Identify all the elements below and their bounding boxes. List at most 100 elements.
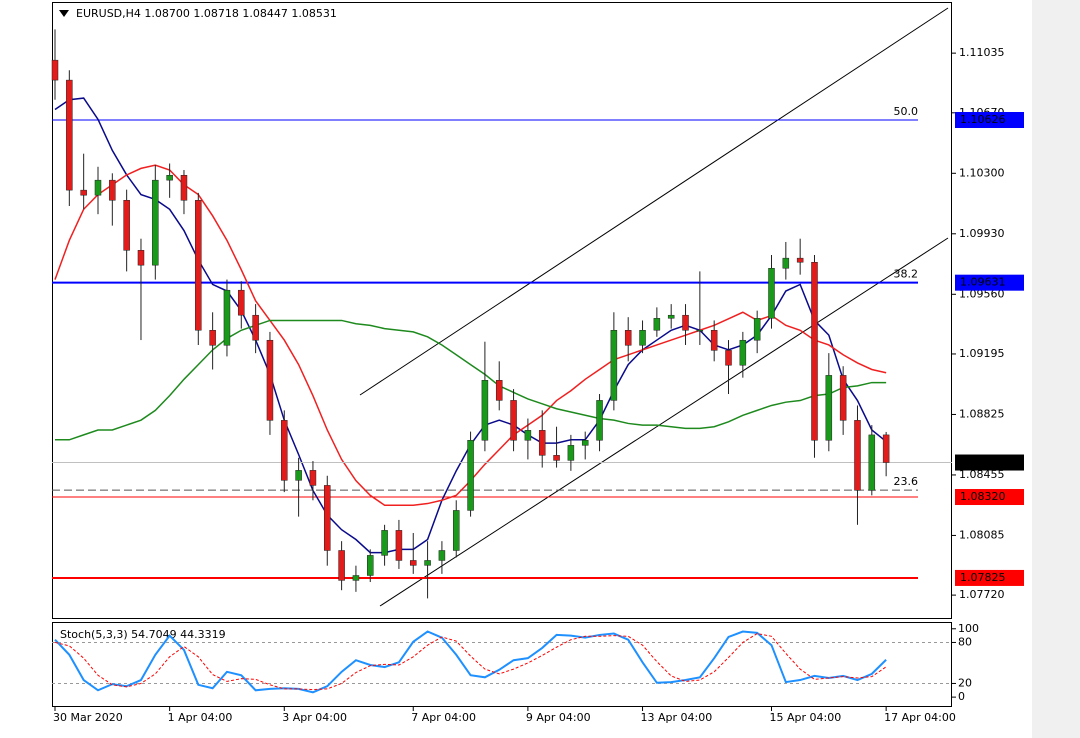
x-tick-label: 30 Mar 2020 bbox=[53, 711, 123, 724]
candle-body bbox=[137, 250, 145, 266]
candle-body bbox=[696, 330, 704, 332]
indicator-name: Stoch(5,3,3) bbox=[60, 628, 128, 641]
candle-body bbox=[281, 420, 288, 481]
price-tag-label: 1.09631 bbox=[960, 276, 1006, 289]
ohlc-value: 1.08718 bbox=[193, 7, 239, 20]
fib-label: 38.2 bbox=[894, 268, 919, 281]
candle-body bbox=[395, 530, 403, 561]
candle-body bbox=[66, 79, 73, 191]
price-tag-label: 1.07825 bbox=[960, 571, 1006, 584]
candle-body bbox=[854, 420, 861, 491]
candle-body bbox=[811, 261, 818, 441]
candle-body bbox=[796, 257, 804, 263]
price-tag bbox=[955, 569, 1024, 586]
channel-line bbox=[379, 237, 949, 607]
y-tick-label: 1.11035 bbox=[959, 46, 1005, 59]
candle-body bbox=[624, 330, 632, 346]
x-tick-label: 9 Apr 04:00 bbox=[526, 711, 591, 724]
candle-body bbox=[152, 179, 159, 266]
candle-body bbox=[80, 189, 87, 196]
y-tick-label: 1.08085 bbox=[959, 528, 1005, 541]
candle-body bbox=[238, 289, 245, 316]
candle-body bbox=[782, 257, 790, 269]
y-tick-label: 1.08825 bbox=[959, 407, 1005, 420]
candle-body bbox=[667, 314, 675, 319]
candle-body bbox=[710, 330, 718, 351]
x-tick-label: 17 Apr 04:00 bbox=[884, 711, 956, 724]
chart-title: EURUSD,H4 1.08700 1.08718 1.08447 1.0853… bbox=[76, 7, 337, 20]
candle-body bbox=[596, 400, 603, 441]
candle-body bbox=[381, 530, 388, 556]
price-tag-label: 1.08320 bbox=[960, 490, 1006, 503]
candle-body bbox=[94, 179, 102, 196]
price-tag bbox=[955, 112, 1024, 129]
candle-body bbox=[352, 575, 360, 581]
candle-body bbox=[753, 318, 761, 341]
candle-body bbox=[295, 470, 302, 481]
y-tick-label: 20 bbox=[958, 676, 972, 689]
candle-body bbox=[438, 550, 446, 561]
candle-body bbox=[266, 339, 274, 421]
candle-body bbox=[553, 455, 560, 461]
ohlc-value: 1.08531 bbox=[291, 7, 337, 20]
price-tag-label: 1.08531 bbox=[960, 456, 1006, 469]
candle-body bbox=[309, 470, 317, 486]
candle-body bbox=[367, 555, 374, 576]
candle-body bbox=[324, 485, 331, 551]
candle-body bbox=[768, 268, 775, 319]
candle-body bbox=[739, 339, 747, 366]
x-tick-label: 7 Apr 04:00 bbox=[411, 711, 476, 724]
candle-body bbox=[166, 175, 173, 181]
price-tag bbox=[955, 489, 1024, 506]
fib-label: 50.0 bbox=[894, 105, 919, 118]
candle-body bbox=[495, 380, 503, 401]
indicator-line bbox=[54, 630, 887, 694]
candle-body bbox=[524, 430, 532, 441]
price-tag bbox=[955, 454, 1024, 471]
candle-body bbox=[195, 200, 202, 331]
fib-label: 23.6 bbox=[894, 475, 919, 488]
y-tick-label: 1.09930 bbox=[959, 227, 1005, 240]
candle-body bbox=[610, 330, 618, 401]
y-tick-label: 1.08455 bbox=[959, 468, 1005, 481]
ohlc-value: 1.08447 bbox=[242, 7, 288, 20]
candle-body bbox=[639, 330, 646, 346]
candle-body bbox=[223, 289, 231, 346]
candle-body bbox=[252, 314, 259, 341]
candle-body bbox=[825, 375, 833, 441]
candle-body bbox=[467, 440, 474, 511]
indicator-line bbox=[54, 633, 887, 691]
channel-line bbox=[359, 7, 949, 396]
y-tick-label: 1.09195 bbox=[959, 347, 1005, 360]
symbol: EURUSD,H4 bbox=[76, 7, 141, 20]
candle-body bbox=[510, 400, 517, 441]
x-tick-label: 3 Apr 04:00 bbox=[282, 711, 347, 724]
ohlc-value: 1.08700 bbox=[144, 7, 190, 20]
candle-body bbox=[338, 550, 345, 581]
candle-body bbox=[424, 560, 431, 566]
candle-body bbox=[882, 434, 890, 463]
price-tag bbox=[955, 274, 1024, 291]
candle-body bbox=[839, 375, 847, 421]
candle-body bbox=[123, 200, 130, 251]
indicator-panel-frame bbox=[52, 622, 952, 707]
y-tick-label: 80 bbox=[958, 635, 972, 648]
x-tick-label: 15 Apr 04:00 bbox=[770, 711, 842, 724]
x-tick-label: 1 Apr 04:00 bbox=[168, 711, 233, 724]
menu-triangle bbox=[59, 10, 69, 17]
candle-body bbox=[452, 510, 460, 551]
moving-average bbox=[55, 319, 887, 441]
candle-body bbox=[653, 318, 661, 331]
y-tick-label: 100 bbox=[958, 622, 979, 635]
indicator-value: 54.7049 bbox=[131, 628, 177, 641]
indicator-title: Stoch(5,3,3) 54.7049 44.3319 bbox=[60, 628, 226, 641]
x-tick-label: 13 Apr 04:00 bbox=[641, 711, 713, 724]
candle-body bbox=[180, 175, 188, 201]
y-tick-label: 0 bbox=[958, 690, 965, 703]
candle-body bbox=[51, 59, 59, 81]
y-tick-label: 1.07720 bbox=[959, 588, 1005, 601]
candle-body bbox=[581, 440, 589, 446]
main-panel-frame bbox=[52, 2, 952, 619]
